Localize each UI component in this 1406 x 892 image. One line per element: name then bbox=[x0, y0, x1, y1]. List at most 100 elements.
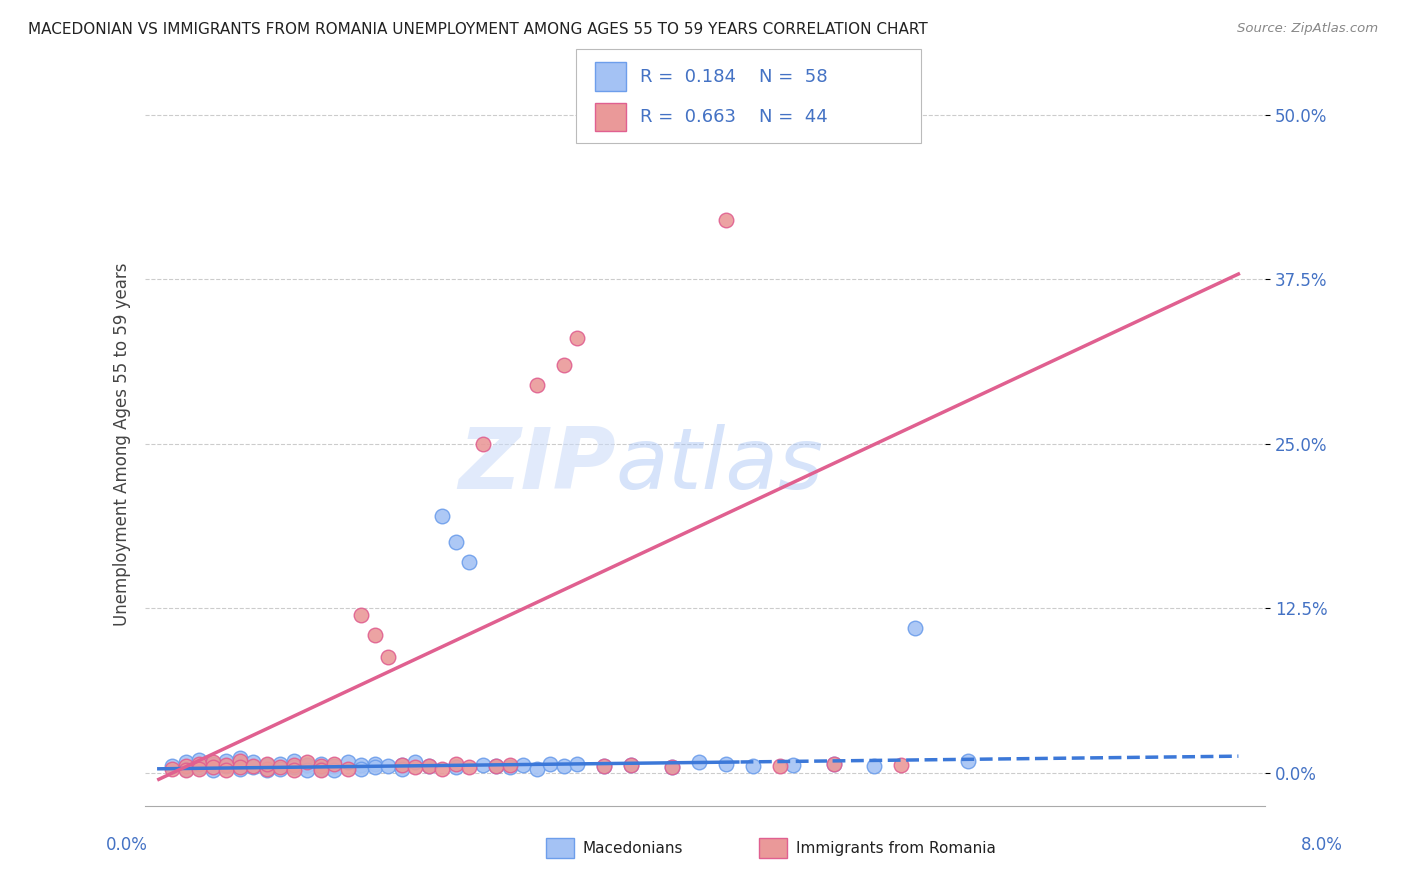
Text: ZIP: ZIP bbox=[458, 424, 616, 507]
Point bbox=[201, 756, 224, 771]
Point bbox=[471, 436, 494, 450]
Point bbox=[593, 759, 616, 773]
Point bbox=[283, 754, 305, 768]
Point bbox=[283, 757, 305, 772]
Point bbox=[229, 762, 252, 776]
Point bbox=[188, 762, 211, 776]
Point bbox=[174, 756, 197, 770]
Point bbox=[458, 555, 481, 569]
Text: Source: ZipAtlas.com: Source: ZipAtlas.com bbox=[1237, 22, 1378, 36]
Text: 0.0%: 0.0% bbox=[105, 836, 148, 854]
Point bbox=[823, 756, 845, 771]
Point bbox=[957, 754, 980, 768]
Point bbox=[229, 754, 252, 768]
Point bbox=[323, 759, 346, 773]
Point bbox=[269, 762, 291, 776]
Point bbox=[215, 763, 238, 777]
Point bbox=[471, 757, 494, 772]
Point bbox=[553, 759, 575, 773]
Point bbox=[377, 649, 399, 664]
Point bbox=[242, 756, 264, 770]
Point bbox=[432, 509, 454, 524]
Point bbox=[512, 757, 534, 772]
Point bbox=[444, 760, 467, 774]
Point bbox=[242, 759, 264, 773]
Point bbox=[553, 358, 575, 372]
Point bbox=[201, 760, 224, 774]
Point bbox=[741, 759, 763, 773]
Point bbox=[391, 757, 413, 772]
Point bbox=[661, 760, 683, 774]
Point bbox=[269, 760, 291, 774]
Point bbox=[256, 756, 278, 771]
Point bbox=[444, 535, 467, 549]
Point bbox=[714, 213, 737, 227]
Point bbox=[336, 762, 359, 776]
Point bbox=[364, 627, 387, 641]
Point bbox=[498, 757, 520, 772]
Point bbox=[526, 377, 548, 392]
Point bbox=[565, 331, 588, 345]
Point bbox=[188, 753, 211, 767]
Point bbox=[538, 756, 561, 771]
Text: Immigrants from Romania: Immigrants from Romania bbox=[796, 841, 995, 855]
Point bbox=[350, 762, 373, 776]
Point bbox=[863, 759, 886, 773]
Text: atlas: atlas bbox=[616, 424, 824, 507]
Point bbox=[201, 763, 224, 777]
Point bbox=[188, 756, 211, 771]
Point bbox=[323, 763, 346, 777]
Point bbox=[215, 757, 238, 772]
Point bbox=[391, 762, 413, 776]
Y-axis label: Unemployment Among Ages 55 to 59 years: Unemployment Among Ages 55 to 59 years bbox=[114, 262, 131, 625]
Point bbox=[377, 759, 399, 773]
Point bbox=[903, 621, 925, 635]
Point bbox=[391, 757, 413, 772]
Text: MACEDONIAN VS IMMIGRANTS FROM ROMANIA UNEMPLOYMENT AMONG AGES 55 TO 59 YEARS COR: MACEDONIAN VS IMMIGRANTS FROM ROMANIA UN… bbox=[28, 22, 928, 37]
Point bbox=[526, 762, 548, 776]
Point bbox=[350, 607, 373, 622]
Point bbox=[714, 756, 737, 771]
Text: Macedonians: Macedonians bbox=[582, 841, 682, 855]
Point bbox=[688, 756, 710, 770]
Point bbox=[297, 763, 319, 777]
Point bbox=[174, 762, 197, 776]
Point bbox=[593, 759, 616, 773]
Point bbox=[215, 759, 238, 773]
Point bbox=[309, 759, 332, 773]
Point bbox=[323, 756, 346, 771]
Point bbox=[162, 759, 184, 773]
Point bbox=[283, 760, 305, 774]
Point bbox=[174, 763, 197, 777]
Point bbox=[215, 754, 238, 768]
Point bbox=[256, 757, 278, 772]
Point bbox=[620, 757, 643, 772]
Point bbox=[297, 757, 319, 772]
Point bbox=[188, 760, 211, 774]
Point bbox=[350, 757, 373, 772]
Point bbox=[768, 759, 790, 773]
Point bbox=[404, 756, 426, 770]
Point bbox=[229, 751, 252, 765]
Point bbox=[620, 757, 643, 772]
Point bbox=[661, 760, 683, 774]
Point bbox=[458, 760, 481, 774]
Point bbox=[485, 759, 508, 773]
Point bbox=[418, 759, 440, 773]
Point bbox=[890, 757, 912, 772]
Point bbox=[242, 760, 264, 774]
Point bbox=[297, 756, 319, 770]
Text: R =  0.184    N =  58: R = 0.184 N = 58 bbox=[640, 68, 827, 86]
Point bbox=[444, 756, 467, 771]
Point bbox=[309, 756, 332, 771]
Point bbox=[229, 760, 252, 774]
Point bbox=[162, 762, 184, 776]
Point bbox=[364, 760, 387, 774]
Point bbox=[565, 756, 588, 771]
Point bbox=[404, 760, 426, 774]
Point bbox=[432, 762, 454, 776]
Point bbox=[485, 759, 508, 773]
Point bbox=[418, 759, 440, 773]
Point bbox=[782, 757, 804, 772]
Point bbox=[309, 763, 332, 777]
